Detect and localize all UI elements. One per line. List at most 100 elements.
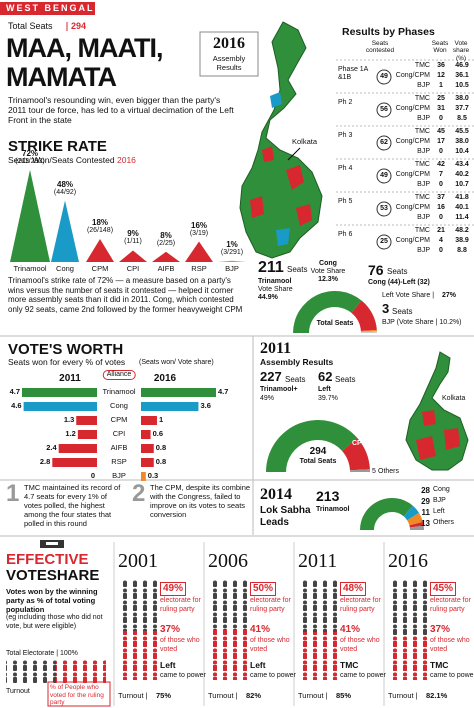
- total-seats-label: Total Seats: [8, 21, 53, 31]
- seats-won: 16: [437, 204, 445, 211]
- vote-share: 43.4: [455, 161, 469, 168]
- party-name: CPI: [112, 429, 126, 438]
- intro-text: Trinamool's resounding win, even bigger …: [8, 95, 234, 125]
- section-title: VOTESHARE: [6, 567, 100, 584]
- party-label: Cong/CPM: [395, 105, 430, 112]
- badge-box: [199, 31, 259, 77]
- phase-label: Ph 2: [338, 99, 353, 106]
- seats-won: 37: [437, 194, 445, 201]
- value-label: 1: [158, 415, 164, 424]
- bar: [141, 402, 199, 411]
- ratio-label: (26/148): [86, 226, 114, 234]
- vote-share: 37.7: [455, 105, 469, 112]
- seat-count: 11: [421, 508, 430, 517]
- column-header: Vote share (%): [452, 40, 470, 62]
- seat-arc: [403, 505, 420, 521]
- legend-people-ruling: [56, 660, 106, 684]
- seat-count: 211: [258, 259, 284, 276]
- share-value: 44.9%: [258, 294, 278, 301]
- seat-arc: [407, 512, 423, 526]
- party-name: BJP (Vote Share | 10.2%): [382, 319, 462, 326]
- bar: [52, 458, 97, 467]
- section-title: VOTE'S WORTH: [8, 341, 124, 358]
- party-name: CPI: [126, 264, 140, 273]
- phase-label: Ph 6: [338, 231, 353, 238]
- legend-label: Total Electorate | 100%: [6, 650, 78, 657]
- bar: [77, 430, 97, 439]
- map-2016: [239, 21, 323, 259]
- party-name: Cong: [56, 264, 74, 273]
- value-label: 4.7: [9, 387, 20, 396]
- table-title: Results by Phases: [342, 26, 435, 38]
- value-label: 4.6: [11, 401, 22, 410]
- seat-count: 227: [260, 369, 282, 384]
- bar: [141, 444, 154, 453]
- value-label: 0.8: [155, 443, 167, 452]
- share-value: 41%: [250, 624, 271, 635]
- share-label: Vote Share: [258, 286, 293, 293]
- party-label: BJP: [417, 214, 430, 221]
- people-ruling: [117, 631, 157, 680]
- ratio-label: (44/92): [53, 188, 77, 196]
- legend-label: % of People who voted for the ruling par…: [50, 684, 104, 706]
- party-label: TMC: [414, 128, 430, 135]
- power-party: Left: [250, 660, 266, 670]
- section-title: STRIKE RATE: [8, 138, 107, 155]
- share-value: 48%: [340, 582, 367, 596]
- note-text: Trinamool's strike rate of 72% — a measu…: [8, 276, 243, 314]
- people-ruling: [207, 630, 247, 680]
- note-text: The CPM, despite its combine with the Co…: [150, 483, 251, 519]
- vote-share: 36.1: [455, 72, 469, 79]
- section-subtitle: Seats won for every % of votes: [8, 357, 126, 367]
- seat-badge: [376, 234, 392, 250]
- seats-won: 0: [439, 247, 443, 254]
- value-label: 0.6: [152, 429, 163, 438]
- value-label: 0: [90, 471, 95, 480]
- section-subtitle-note: (Seats won/ Vote share): [139, 359, 214, 366]
- party-name: BJP: [433, 497, 446, 504]
- vote-share: 8.5: [457, 115, 467, 122]
- turnout-value: 82%: [246, 691, 262, 700]
- party-label: BJP: [417, 148, 430, 155]
- seats-won: 31: [437, 105, 445, 112]
- rate-label: 8%: [160, 230, 172, 240]
- seats-won: 42: [437, 161, 445, 168]
- phase-label: Ph 4: [338, 165, 353, 172]
- ballot-icon: [40, 540, 64, 548]
- badge-text: Assembly Results: [212, 54, 246, 72]
- share-label: Left Vote Share |: [382, 292, 435, 299]
- turnout-value: 85%: [336, 691, 352, 700]
- seats-won: 0: [439, 181, 443, 188]
- seat-count: 3: [382, 301, 390, 316]
- seat-badge: [376, 201, 392, 217]
- seats-won: 17: [437, 138, 445, 145]
- seat-unit: Seats: [287, 265, 308, 274]
- seats-won: 36: [437, 62, 445, 69]
- seat-badge: [376, 69, 392, 85]
- phase-label: Phase 1A &1B: [338, 66, 368, 82]
- seat-badge: [376, 102, 392, 118]
- phase-seats: 49: [380, 172, 388, 179]
- share-value: 50%: [250, 582, 277, 596]
- share-label: Vote Share: [310, 268, 346, 275]
- power-text: came to power: [250, 672, 296, 679]
- vote-share: 40.1: [455, 204, 469, 211]
- headline: MAMATA: [6, 62, 117, 92]
- seat-count: 76: [368, 262, 384, 278]
- phase-seats: 49: [380, 73, 388, 80]
- seats-won: 7: [439, 171, 443, 178]
- party-name: Trinamool: [316, 506, 350, 513]
- party-name: AIFB: [157, 264, 175, 273]
- seats-won: 25: [437, 95, 445, 102]
- share-value: 41%: [340, 624, 361, 635]
- vote-share: 38.0: [455, 138, 469, 145]
- party-name: Cong: [110, 401, 128, 410]
- center-label: Total Seats: [299, 458, 337, 465]
- seat-arc: [360, 498, 413, 530]
- year-label: 2011: [298, 550, 338, 572]
- phase-seats: 62: [380, 139, 388, 146]
- year-label: 2016: [388, 550, 428, 572]
- section-title: EFFECTIVE: [6, 551, 89, 568]
- party-name: Others: [378, 468, 400, 475]
